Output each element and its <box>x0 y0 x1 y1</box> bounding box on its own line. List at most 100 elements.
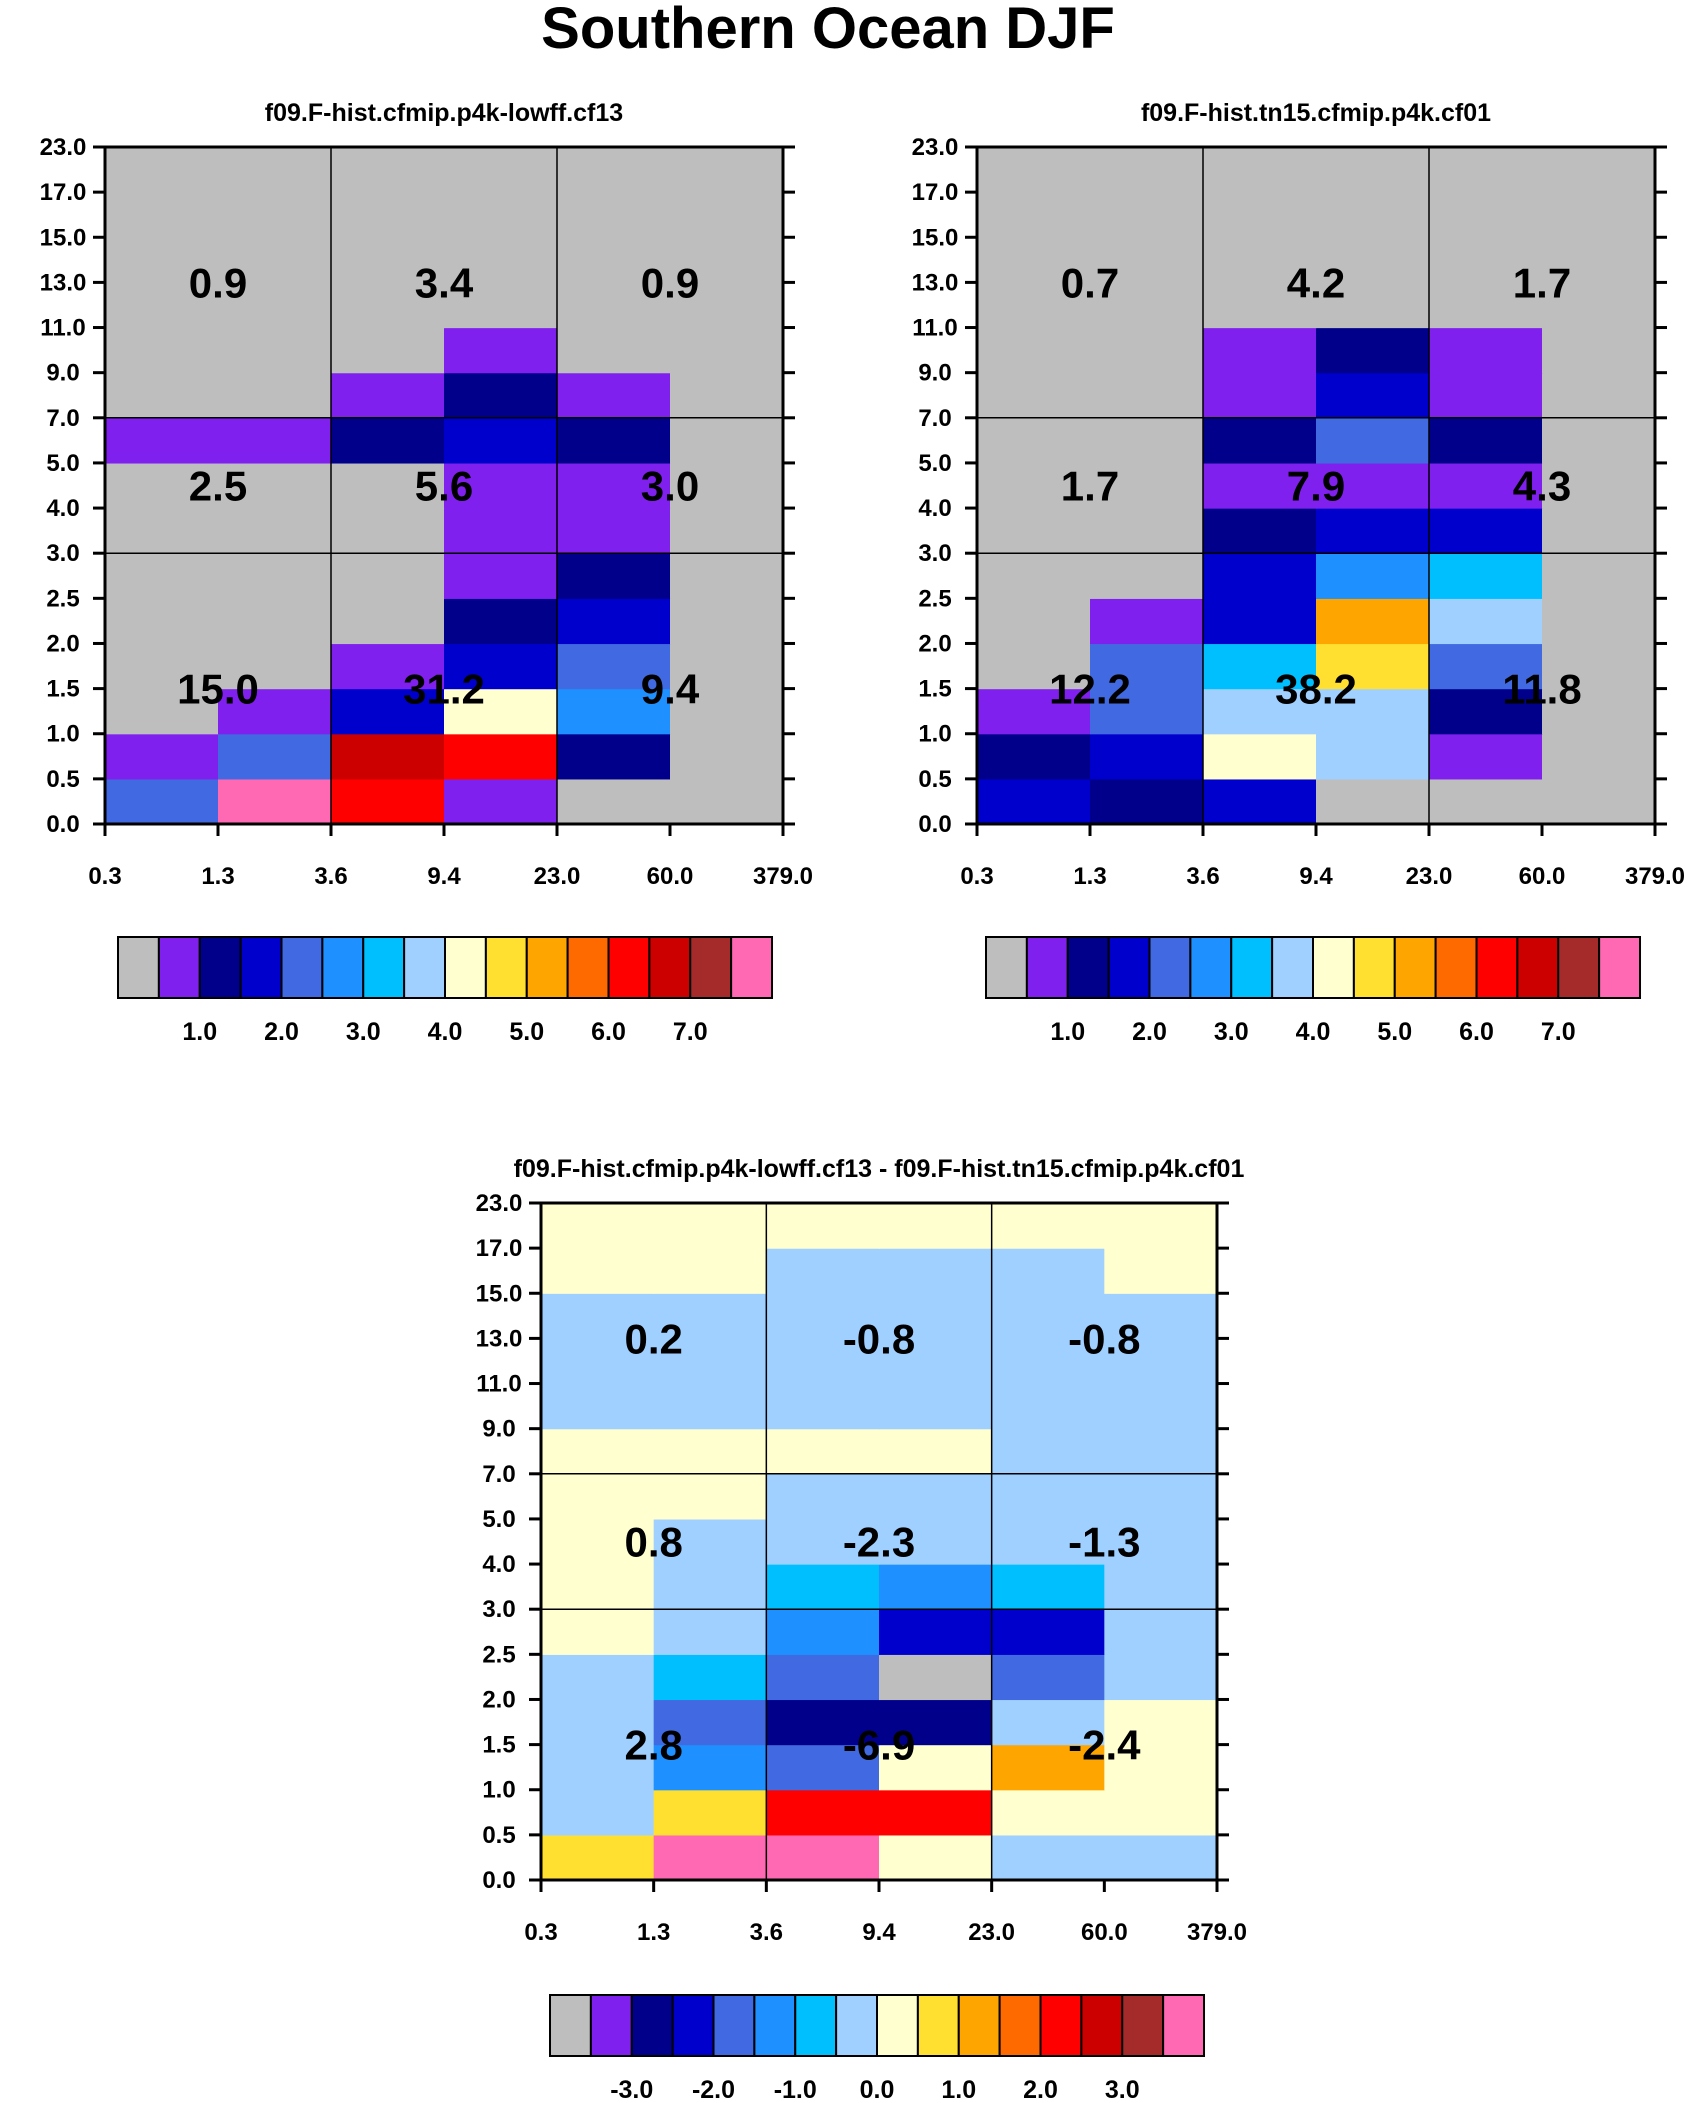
heatmap-cell <box>105 598 219 645</box>
heatmap-cell <box>977 643 1091 690</box>
y-tick-label: 23.0 <box>912 134 959 161</box>
heatmap-cell <box>1090 282 1204 329</box>
heatmap-cell <box>1090 643 1204 690</box>
heatmap-cell <box>218 282 332 329</box>
heatmap-cell <box>1316 327 1430 374</box>
heatmap-cell <box>879 1473 993 1520</box>
x-tick-label: 23.0 <box>1406 863 1453 890</box>
heatmap-cell <box>541 1699 655 1746</box>
heatmap-cell <box>557 372 671 419</box>
y-tick-label: 1.0 <box>918 721 951 748</box>
heatmap-cell <box>1429 237 1543 283</box>
heatmap-cell <box>766 1609 880 1655</box>
heatmap-cell <box>653 1248 767 1294</box>
heatmap-cell <box>1104 1654 1218 1701</box>
summary-value: -1.3 <box>1068 1519 1140 1566</box>
heatmap-cell <box>1542 733 1656 780</box>
heatmap-cell <box>991 1338 1105 1385</box>
heatmap-cell <box>1429 192 1543 238</box>
summary-value: 0.9 <box>641 259 699 306</box>
heatmap-cell <box>1429 327 1543 374</box>
y-tick-label: 23.0 <box>476 1190 523 1217</box>
heatmap-cell <box>653 1518 767 1565</box>
heatmap-cell <box>1316 372 1430 419</box>
heatmap-cell <box>541 1293 655 1339</box>
heatmap-cell <box>991 1789 1105 1836</box>
heatmap-cell <box>444 237 558 283</box>
heatmap-cell <box>766 1383 880 1430</box>
heatmap-cell <box>1429 553 1543 599</box>
colorbar-box <box>403 936 447 999</box>
heatmap-cell <box>991 1518 1105 1565</box>
colorbar-box <box>444 936 487 999</box>
heatmap-cell <box>557 462 671 509</box>
heatmap-cell <box>541 1789 655 1836</box>
heatmap-cell <box>1542 192 1656 238</box>
colorbar-label: 5.0 <box>1377 1018 1412 1046</box>
summary-value: 31.2 <box>403 666 485 713</box>
summary-value: 0.8 <box>624 1519 682 1566</box>
heatmap-cell <box>218 192 332 238</box>
heatmap-cell <box>653 1203 767 1249</box>
heatmap-cell <box>653 1428 767 1475</box>
heatmap-cell <box>218 508 332 554</box>
summary-value: -2.3 <box>843 1519 915 1566</box>
heatmap-cell <box>1104 1699 1218 1746</box>
y-tick-label: 7.0 <box>46 405 79 432</box>
heatmap-cell <box>766 1699 880 1746</box>
colorbar-label: -2.0 <box>692 2076 735 2103</box>
heatmap-cell <box>557 237 671 283</box>
colorbar-box <box>1107 936 1151 999</box>
heatmap-cell <box>105 733 219 780</box>
colorbar-label: 1.0 <box>182 1018 217 1046</box>
heatmap-cell <box>541 1518 655 1565</box>
y-tick-label: 3.0 <box>918 540 951 567</box>
heatmap-cell <box>331 237 445 283</box>
chart-panel-2: f09.F-hist.tn15.cfmip.p4k.cf01 12.2 38.2 11… <box>912 99 1685 1046</box>
heatmap-cell <box>331 372 445 419</box>
summary-value: 1.7 <box>1061 463 1119 510</box>
heatmap-cell <box>1104 1518 1218 1565</box>
heatmap-cell <box>670 553 784 599</box>
heatmap-cell <box>991 1654 1105 1701</box>
colorbar-box <box>239 936 283 999</box>
heatmap-cell <box>331 327 445 374</box>
heatmap-cell <box>879 1654 993 1701</box>
heatmap-cell <box>1090 778 1204 825</box>
heatmap-cell <box>670 417 784 464</box>
colorbar-label: 4.0 <box>428 1018 463 1046</box>
heatmap-cell <box>670 147 784 193</box>
heatmap-cell <box>1203 237 1317 283</box>
heatmap-cell <box>541 1248 655 1294</box>
y-tick-label: 1.0 <box>482 1777 515 1804</box>
colorbar-box <box>1352 936 1396 999</box>
heatmap-cell <box>444 417 558 464</box>
heatmap-cell <box>105 372 219 419</box>
y-tick-label: 0.0 <box>482 1867 515 1894</box>
heatmap-cell <box>879 1744 993 1791</box>
summary-value: 0.2 <box>624 1315 682 1362</box>
heatmap-cell <box>444 508 558 554</box>
y-tick-label: 5.0 <box>918 450 951 477</box>
y-tick-label: 2.5 <box>482 1641 515 1668</box>
x-tick-label: 60.0 <box>1519 863 1566 890</box>
heatmap-cell <box>1316 553 1430 599</box>
heatmap-cell <box>653 1744 767 1791</box>
heatmap-cell <box>766 1293 880 1339</box>
heatmap-cell <box>1090 462 1204 509</box>
heatmap-cell <box>557 553 671 599</box>
heatmap-cell <box>1316 688 1430 735</box>
colorbar-label: 2.0 <box>1132 1018 1167 1046</box>
colorbar-box <box>998 1994 1042 2057</box>
heatmap-cell <box>1104 1473 1218 1520</box>
colorbar-box <box>1312 936 1355 999</box>
y-tick-label: 4.0 <box>918 495 951 522</box>
heatmap-cell <box>653 1834 767 1881</box>
heatmap-cell <box>1542 147 1656 193</box>
heatmap-cell <box>1104 1428 1218 1475</box>
heatmap-cell <box>557 643 671 690</box>
heatmap-cell <box>879 1383 993 1430</box>
heatmap-cell <box>991 1699 1105 1746</box>
colorbar-box <box>362 936 406 999</box>
colorbar-label: -3.0 <box>610 2076 653 2103</box>
